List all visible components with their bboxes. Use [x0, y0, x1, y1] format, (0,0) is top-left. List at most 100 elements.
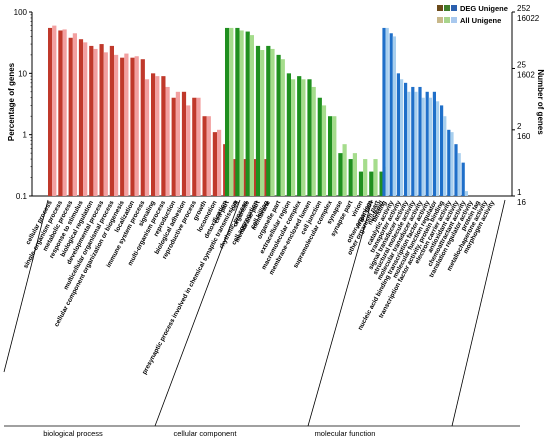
bar-all [62, 29, 67, 197]
bar-deg [48, 27, 53, 196]
bar-deg [171, 97, 176, 196]
bar-deg [447, 129, 451, 196]
bar-all [206, 116, 211, 196]
bar-all [249, 35, 254, 196]
group-label: molecular function [315, 429, 376, 438]
bar-deg [369, 171, 374, 196]
bar-all [52, 25, 57, 197]
left-tick-label: 0.1 [16, 192, 28, 201]
bar-deg [389, 33, 393, 196]
legend-all-swatch-2 [444, 17, 450, 23]
bar-deg [235, 27, 240, 196]
bar-deg [140, 59, 145, 197]
bar-all [196, 97, 201, 196]
right-tick-label-deg: 2 [517, 122, 522, 131]
right-tick-label-deg: 25 [517, 60, 526, 69]
bar-deg [432, 91, 436, 196]
bar-deg [78, 39, 84, 197]
category-label: presynaptic process involved in chemical… [141, 200, 239, 376]
bar-deg [109, 45, 114, 197]
bar-all [373, 159, 378, 196]
bar-all [414, 91, 418, 196]
group-bracket-line [451, 199, 506, 427]
right-tick-label-all: 16 [517, 198, 526, 207]
bar-deg [130, 57, 135, 196]
bar-all [291, 79, 296, 196]
category-label: cell [230, 199, 241, 212]
bar-all [450, 132, 454, 196]
bar-all [114, 54, 119, 196]
bar-deg [418, 86, 422, 196]
bar-deg [404, 82, 408, 196]
bar-deg [192, 97, 197, 196]
bar-deg [411, 86, 415, 196]
bar-all [165, 86, 170, 196]
bar-deg [307, 79, 312, 196]
bar-all [155, 76, 160, 196]
bar-all [239, 30, 244, 197]
bar-all [400, 79, 404, 196]
left-tick-label: 10 [18, 69, 27, 78]
bar-all [332, 116, 337, 196]
legend-all-swatch-1 [437, 17, 443, 23]
bar-deg [440, 105, 444, 196]
bar-all [421, 97, 425, 196]
bar-deg [181, 91, 187, 196]
bar-all [186, 105, 191, 196]
bar-deg [225, 27, 230, 196]
legend-all-label: All Unigene [460, 16, 501, 25]
bar-deg [338, 153, 343, 196]
bar-deg [99, 44, 104, 196]
bar-deg [382, 27, 386, 196]
bar-all [260, 50, 265, 197]
bar-deg [161, 76, 166, 196]
left-tick-label: 100 [14, 8, 28, 17]
bar-deg [68, 37, 73, 197]
bar-all [385, 27, 389, 196]
left-tick-label: 1 [23, 131, 28, 140]
bar-all [93, 48, 98, 196]
bar-all [301, 79, 306, 196]
right-tick-label-all: 160 [517, 132, 531, 141]
legend-deg-swatch-2 [444, 5, 450, 11]
bar-deg [89, 45, 94, 197]
group-bracket-line [307, 199, 373, 427]
bar-deg [348, 159, 353, 196]
bar-all [392, 36, 396, 197]
left-axis-title: Percentage of genes [7, 62, 16, 141]
bar-all [217, 129, 222, 196]
right-axis-title: Number of genes [536, 69, 545, 135]
legend-deg-swatch-3 [451, 5, 457, 11]
right-tick-label-all: 16022 [517, 14, 540, 23]
bar-deg [266, 45, 271, 197]
plot-area: 1001010.1252160222516022160116biological… [3, 4, 540, 438]
bar-deg [212, 132, 217, 196]
bar-all [311, 86, 316, 196]
right-tick-label-deg: 252 [517, 4, 531, 13]
bar-all [363, 159, 368, 196]
bar-all [134, 56, 139, 196]
bar-deg [425, 91, 429, 196]
bar-deg [396, 73, 400, 196]
bar-all [407, 91, 411, 196]
bar-all [321, 105, 327, 196]
group-bracket-line [154, 199, 241, 427]
bar-all [436, 101, 440, 196]
right-tick-label-all: 1602 [517, 70, 535, 79]
bar-all [428, 97, 432, 196]
bar-all [103, 52, 108, 197]
bar-deg [120, 57, 125, 196]
bar-deg [461, 162, 465, 196]
bar-all [280, 59, 285, 197]
legend-deg-swatch-1 [437, 5, 443, 11]
bar-all [352, 153, 357, 196]
bar-all [124, 53, 129, 196]
bar-all [457, 153, 461, 196]
group-label: cellular component [174, 429, 238, 438]
bar-deg [358, 171, 364, 196]
bar-deg [454, 144, 458, 196]
bar-deg [58, 30, 63, 197]
bar-deg [255, 45, 261, 197]
